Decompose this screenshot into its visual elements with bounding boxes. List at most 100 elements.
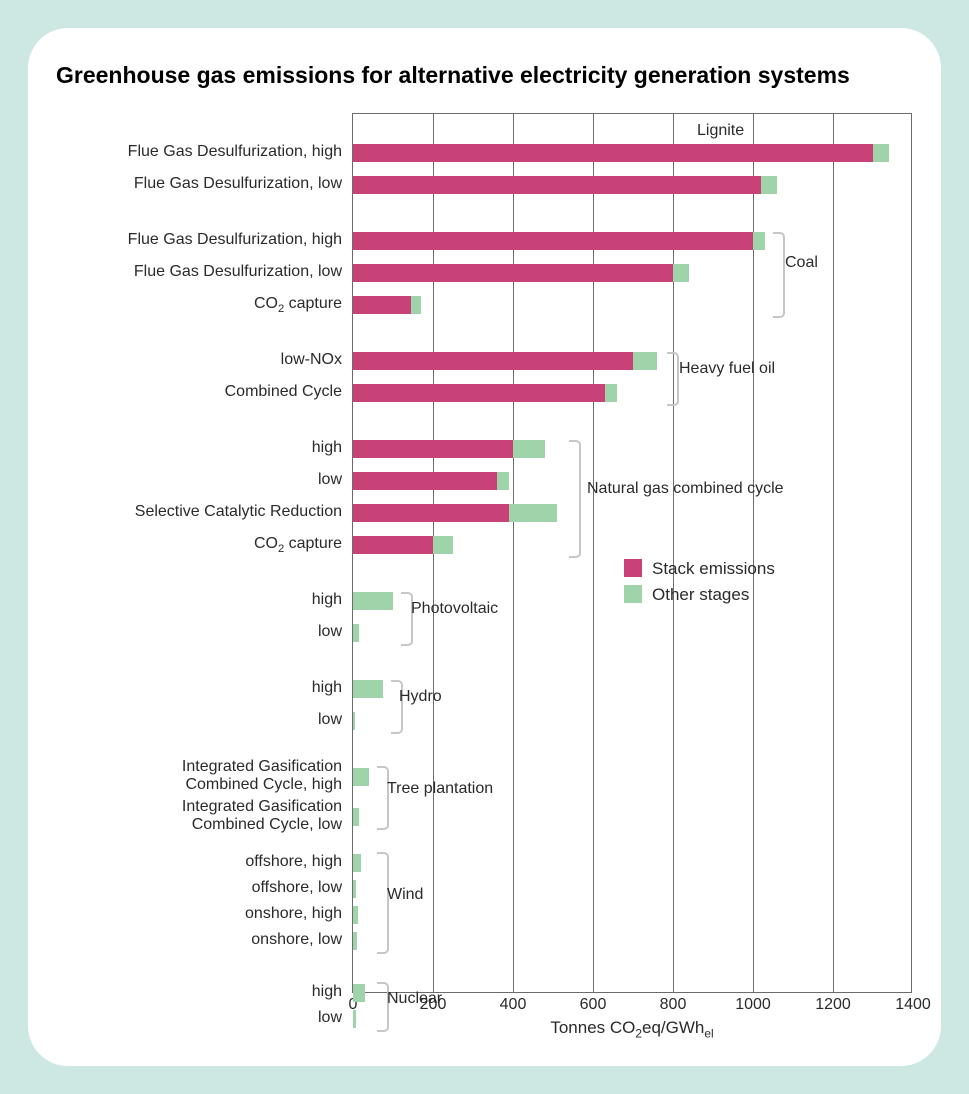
bar-segment-other bbox=[873, 144, 889, 162]
x-tick-label: 1400 bbox=[895, 996, 931, 1014]
bar-segment-other bbox=[497, 472, 509, 490]
group-bracket bbox=[569, 440, 581, 558]
legend-swatch bbox=[624, 559, 642, 577]
bar-segment-other bbox=[761, 176, 777, 194]
bar-segment-other bbox=[673, 264, 689, 282]
bar-label: high bbox=[52, 983, 342, 1001]
bar-row bbox=[353, 712, 355, 730]
bar-segment-other bbox=[353, 932, 357, 950]
bar-row bbox=[353, 624, 359, 642]
bar-row bbox=[353, 440, 545, 458]
bar-segment-stack bbox=[353, 440, 513, 458]
bar-label: low bbox=[52, 1009, 342, 1027]
bar-segment-other bbox=[353, 624, 359, 642]
bar-segment-stack bbox=[353, 232, 753, 250]
bar-label: onshore, low bbox=[52, 931, 342, 949]
bar-segment-stack bbox=[353, 144, 873, 162]
bar-segment-other bbox=[353, 680, 383, 698]
bar-segment-other bbox=[353, 808, 359, 826]
group-label: Hydro bbox=[399, 688, 442, 706]
bar-row bbox=[353, 144, 889, 162]
group-bracket bbox=[773, 232, 785, 318]
bar-segment-other bbox=[411, 296, 421, 314]
bar-segment-stack bbox=[353, 504, 509, 522]
bar-segment-other bbox=[605, 384, 617, 402]
bar-row bbox=[353, 932, 357, 950]
group-label: Nuclear bbox=[387, 990, 442, 1008]
x-axis-label: Tonnes CO2eq/GWhel bbox=[550, 1018, 713, 1040]
bar-label: Flue Gas Desulfurization, low bbox=[52, 263, 342, 281]
group-label: Photovoltaic bbox=[411, 600, 498, 618]
bar-segment-stack bbox=[353, 472, 497, 490]
chart-title: Greenhouse gas emissions for alternative… bbox=[56, 62, 917, 89]
chart-wrap: Tonnes CO2eq/GWhel 020040060080010001200… bbox=[52, 103, 922, 1043]
page-background: Greenhouse gas emissions for alternative… bbox=[0, 0, 969, 1094]
bar-row bbox=[353, 232, 765, 250]
group-label: Natural gas combined cycle bbox=[587, 480, 784, 498]
bar-label: CO2 capture bbox=[52, 295, 342, 318]
bar-label: high bbox=[52, 439, 342, 457]
bar-segment-stack bbox=[353, 296, 411, 314]
bar-row bbox=[353, 808, 359, 826]
bar-segment-other bbox=[513, 440, 545, 458]
bar-row bbox=[353, 1010, 356, 1028]
bar-row bbox=[353, 906, 358, 924]
bar-label: low bbox=[52, 623, 342, 641]
group-label: Wind bbox=[387, 886, 423, 904]
bar-segment-other bbox=[353, 854, 361, 872]
bar-label: Flue Gas Desulfurization, high bbox=[52, 231, 342, 249]
bar-segment-other bbox=[753, 232, 765, 250]
bar-segment-stack bbox=[353, 176, 761, 194]
bar-label: low bbox=[52, 711, 342, 729]
legend-label: Other stages bbox=[652, 585, 749, 604]
bar-segment-other bbox=[353, 984, 365, 1002]
legend-swatch bbox=[624, 585, 642, 603]
bar-label: CO2 capture bbox=[52, 535, 342, 558]
bar-label: low-NOx bbox=[52, 351, 342, 369]
bar-segment-other bbox=[353, 592, 393, 610]
bar-label: Flue Gas Desulfurization, high bbox=[52, 143, 342, 161]
legend-item: Stack emissions bbox=[624, 559, 775, 579]
bar-label: Selective Catalytic Reduction bbox=[52, 503, 342, 521]
bar-row bbox=[353, 880, 356, 898]
bar-segment-stack bbox=[353, 352, 633, 370]
x-tick-label: 1200 bbox=[815, 996, 851, 1014]
grid-line bbox=[833, 114, 834, 992]
bar-row bbox=[353, 176, 777, 194]
bar-segment-other bbox=[509, 504, 557, 522]
bar-row bbox=[353, 504, 557, 522]
bar-label: offshore, low bbox=[52, 879, 342, 897]
bar-row bbox=[353, 592, 393, 610]
bar-label: high bbox=[52, 679, 342, 697]
bar-segment-stack bbox=[353, 384, 605, 402]
group-bracket bbox=[377, 766, 389, 830]
bar-label: Integrated GasificationCombined Cycle, h… bbox=[52, 758, 342, 794]
bar-row bbox=[353, 536, 453, 554]
bar-segment-other bbox=[353, 712, 355, 730]
chart-card: Greenhouse gas emissions for alternative… bbox=[28, 28, 941, 1066]
bar-label: onshore, high bbox=[52, 905, 342, 923]
group-label: Tree plantation bbox=[387, 780, 493, 798]
bar-row bbox=[353, 854, 361, 872]
x-tick-label: 400 bbox=[500, 996, 527, 1014]
bar-segment-stack bbox=[353, 536, 433, 554]
bar-segment-other bbox=[633, 352, 657, 370]
bar-segment-other bbox=[433, 536, 453, 554]
bar-segment-other bbox=[353, 880, 356, 898]
bar-row bbox=[353, 352, 657, 370]
bar-segment-other bbox=[353, 768, 369, 786]
bar-segment-other bbox=[353, 1010, 356, 1028]
bar-row bbox=[353, 768, 369, 786]
x-tick-label: 1000 bbox=[735, 996, 771, 1014]
bar-segment-other bbox=[353, 906, 358, 924]
bar-label: low bbox=[52, 471, 342, 489]
bar-label: Integrated GasificationCombined Cycle, l… bbox=[52, 798, 342, 834]
group-label: Coal bbox=[785, 254, 818, 272]
group-label: Lignite bbox=[697, 122, 744, 140]
x-tick-label: 600 bbox=[580, 996, 607, 1014]
bar-row bbox=[353, 472, 509, 490]
bar-row bbox=[353, 296, 421, 314]
bar-segment-stack bbox=[353, 264, 673, 282]
bar-row bbox=[353, 264, 689, 282]
legend: Stack emissions Other stages bbox=[624, 553, 775, 611]
